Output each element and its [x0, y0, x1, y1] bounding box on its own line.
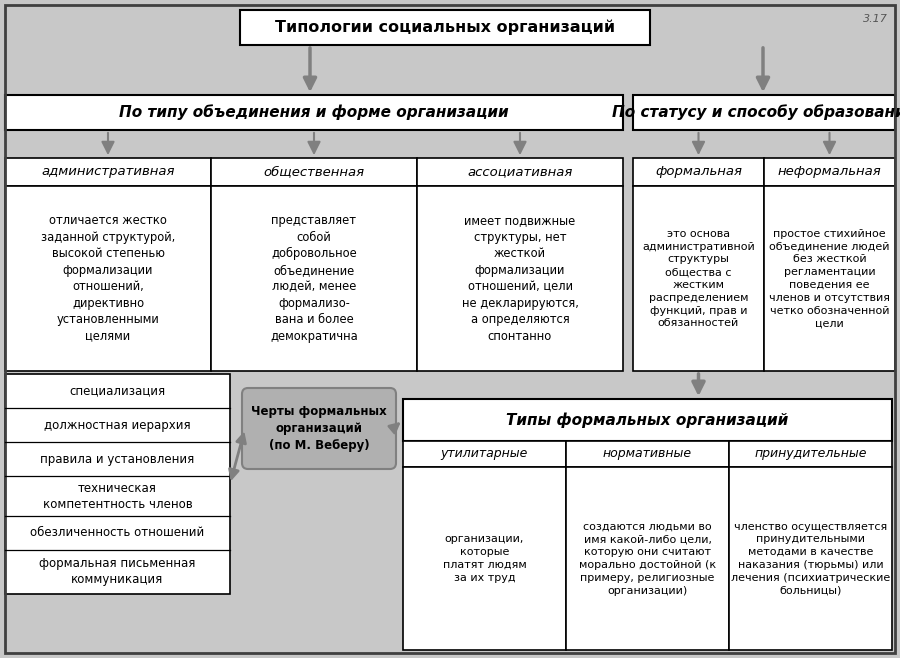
- Bar: [729, 467, 892, 650]
- Bar: [240, 10, 650, 45]
- Bar: [764, 186, 895, 371]
- Text: правила и установления: правила и установления: [40, 453, 194, 465]
- Text: Типологии социальных организаций: Типологии социальных организаций: [274, 20, 615, 36]
- Text: утилитарные: утилитарные: [441, 447, 528, 461]
- Text: обезличенность отношений: обезличенность отношений: [31, 526, 204, 540]
- Bar: [211, 186, 417, 371]
- Text: организации,
которые
платят людям
за их труд: организации, которые платят людям за их …: [443, 534, 526, 583]
- Text: неформальная: неформальная: [778, 166, 881, 178]
- Text: специализация: специализация: [69, 384, 166, 397]
- Text: ассоциативная: ассоциативная: [467, 166, 572, 178]
- Bar: [417, 186, 623, 371]
- Text: отличается жестко
заданной структурой,
высокой степенью
формализации
отношений,
: отличается жестко заданной структурой, в…: [40, 215, 176, 343]
- Bar: [633, 158, 764, 186]
- Text: По типу объединения и форме организации: По типу объединения и форме организации: [119, 105, 508, 120]
- Bar: [403, 467, 566, 650]
- Text: формальная письменная
коммуникация: формальная письменная коммуникация: [40, 557, 195, 586]
- Bar: [5, 95, 623, 130]
- Text: общественная: общественная: [264, 166, 364, 178]
- Text: имеет подвижные
структуры, нет
жесткой
формализации
отношений, цели
не деклариру: имеет подвижные структуры, нет жесткой ф…: [462, 215, 579, 343]
- Bar: [633, 186, 764, 371]
- Bar: [566, 441, 729, 467]
- Text: принудительные: принудительные: [754, 447, 867, 461]
- Bar: [211, 158, 417, 186]
- FancyBboxPatch shape: [242, 388, 396, 469]
- Bar: [403, 399, 892, 441]
- Text: 3.17: 3.17: [863, 14, 888, 24]
- Text: Черты формальных
организаций
(по М. Веберу): Черты формальных организаций (по М. Вебе…: [251, 405, 387, 452]
- Text: создаются людьми во
имя какой-либо цели,
которую они считают
морально достойной : создаются людьми во имя какой-либо цели,…: [579, 522, 716, 595]
- Text: представляет
собой
добровольное
объединение
людей, менее
формализо-
вана и более: представляет собой добровольное объедине…: [270, 215, 358, 343]
- Bar: [566, 467, 729, 650]
- Text: Типы формальных организаций: Типы формальных организаций: [507, 413, 788, 428]
- Text: простое стихийное
объединение людей
без жесткой
регламентации
поведения ее
члено: простое стихийное объединение людей без …: [769, 229, 890, 328]
- Text: техническая
компетентность членов: техническая компетентность членов: [42, 482, 193, 511]
- Bar: [5, 186, 211, 371]
- Text: должностная иерархия: должностная иерархия: [44, 418, 191, 432]
- Text: нормативные: нормативные: [603, 447, 692, 461]
- Bar: [5, 158, 211, 186]
- Bar: [403, 441, 566, 467]
- Text: членство осуществляется
принудительными
методами в качестве
наказания (тюрьмы) и: членство осуществляется принудительными …: [731, 522, 890, 595]
- Text: административная: административная: [41, 166, 175, 178]
- Bar: [729, 441, 892, 467]
- Text: По статусу и способу образования: По статусу и способу образования: [612, 105, 900, 120]
- Text: формальная: формальная: [655, 166, 742, 178]
- Bar: [764, 158, 895, 186]
- Text: это основа
административной
структуры
общества с
жестким
распределением
функций,: это основа административной структуры об…: [642, 229, 755, 328]
- Bar: [5, 374, 230, 594]
- Bar: [417, 158, 623, 186]
- Bar: [633, 95, 895, 130]
